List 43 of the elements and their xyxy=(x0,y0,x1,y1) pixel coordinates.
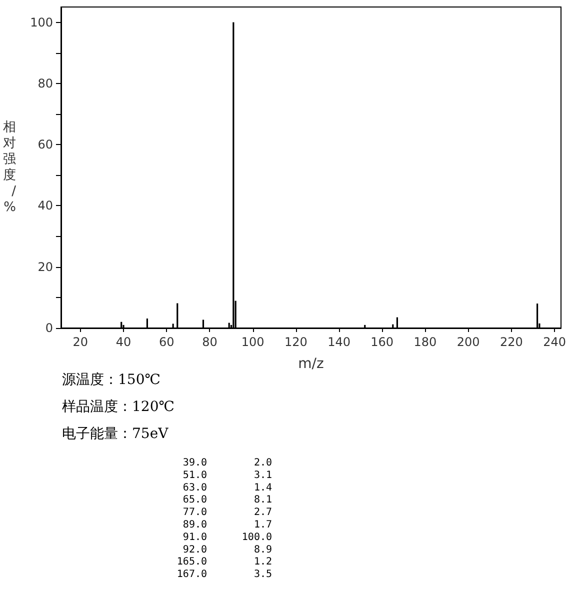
x-axis-title: m/z xyxy=(298,356,324,372)
x-tick-label: 140 xyxy=(328,335,350,349)
category-label: 63.0 xyxy=(182,482,208,494)
category-label: 65.0 xyxy=(182,494,208,506)
x-tick-label: 240 xyxy=(543,335,566,349)
category-label: 167.0 xyxy=(176,569,208,580)
x-tick-label: 20 xyxy=(72,335,88,349)
text: 样品温度：120℃ xyxy=(62,399,174,415)
x-tick-label: 180 xyxy=(414,335,437,349)
y-tick-label: 80 xyxy=(38,76,53,90)
x-tick-label: 40 xyxy=(116,335,132,349)
category-label: 77.0 xyxy=(182,507,208,518)
y-tick-label: 60 xyxy=(38,138,53,152)
category-label: 39.0 xyxy=(182,458,208,468)
text: 1.4 xyxy=(254,482,272,494)
y-tick-label: 20 xyxy=(38,260,53,274)
y-tick-label: 0 xyxy=(45,321,53,335)
text: 8.9 xyxy=(254,544,272,556)
x-tick-label: 160 xyxy=(370,335,394,349)
text: 1.7 xyxy=(254,520,272,530)
x-tick-label: 100 xyxy=(241,335,264,349)
category-label: 92.0 xyxy=(182,544,208,556)
category-label: 89.0 xyxy=(182,520,208,530)
text: 源温度：150℃ xyxy=(62,372,160,388)
category-label: 165.0 xyxy=(176,556,208,568)
x-tick-label: 60 xyxy=(158,335,174,349)
y-tick-label: 40 xyxy=(38,198,53,213)
text: 电子能量：75eV xyxy=(62,426,170,442)
category-label: 51.0 xyxy=(182,470,208,481)
text: 100.0 xyxy=(242,532,272,543)
y-axis-title: 相对强度/% xyxy=(3,120,17,215)
text: 8.1 xyxy=(254,494,272,506)
text: 3.1 xyxy=(254,470,272,481)
text: 1.2 xyxy=(254,556,272,568)
y-tick-label: 100 xyxy=(30,15,53,30)
x-tick-label: 80 xyxy=(202,335,218,349)
text: 2.0 xyxy=(254,458,272,468)
text: 2.7 xyxy=(254,507,272,518)
x-tick-label: 120 xyxy=(284,335,308,349)
x-tick-label: 200 xyxy=(456,335,480,349)
x-tick-label: 220 xyxy=(500,335,523,349)
text: 3.5 xyxy=(254,569,272,580)
category-label: 91.0 xyxy=(182,532,208,543)
